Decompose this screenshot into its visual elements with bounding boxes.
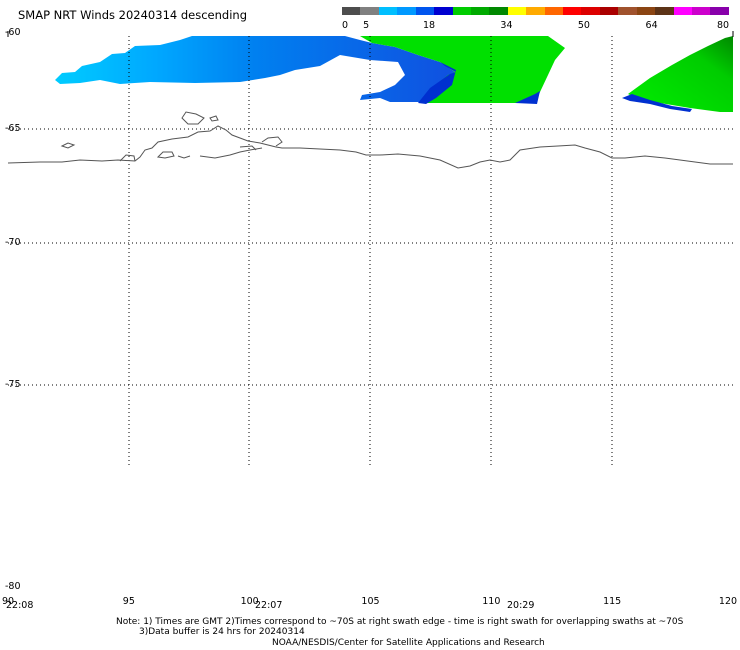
antarctic-coastline	[7, 111, 733, 169]
colorbar-segment	[581, 7, 600, 15]
colorbar-segment	[526, 7, 545, 15]
colorbar-segment	[599, 7, 619, 15]
swath-time-3: 20:29	[507, 600, 535, 611]
colorbar-tick-label: 18	[423, 20, 436, 31]
colorbar-segment	[378, 7, 398, 15]
colorbar-tick-label: 80	[716, 20, 730, 31]
colorbar-segment	[692, 7, 711, 15]
colorbar-segment	[507, 7, 527, 15]
colorbar-segment	[636, 7, 656, 15]
wind-swath-blue-edge-2	[515, 91, 540, 104]
colorbar-segment	[342, 7, 361, 15]
colorbar-tick-label: 64	[645, 20, 658, 31]
colorbar-tick-label: 0	[341, 20, 349, 31]
latitude-label: -80	[5, 581, 21, 592]
latitude-label: -75	[5, 379, 21, 390]
colorbar-segment	[360, 7, 379, 15]
note-line-2: 3)Data buffer is 24 hrs for 20240314	[139, 627, 305, 637]
longitude-label: 100	[240, 596, 259, 607]
colorbar-segment	[673, 7, 693, 15]
wind-swath-green-right	[628, 36, 733, 112]
colorbar-segment	[655, 7, 674, 15]
swath-time-1: 22:08	[6, 600, 34, 611]
lat-lon-grid	[8, 36, 733, 465]
longitude-label: 110	[482, 596, 501, 607]
wind-swath-blue-right-edge	[622, 94, 692, 112]
longitude-label: 105	[361, 596, 380, 607]
wind-swath-green-left	[360, 36, 565, 103]
wind-swath-blue	[55, 36, 455, 102]
colorbar-segment	[710, 7, 729, 15]
longitude-label: 95	[122, 596, 135, 607]
wind-swath-blue-edge	[418, 62, 456, 104]
longitude-label: 90	[1, 596, 15, 607]
latitude-label: -65	[5, 123, 21, 134]
latitude-label: -60	[5, 27, 21, 38]
colorbar-segment	[397, 7, 416, 15]
colorbar-segment	[544, 7, 564, 15]
colorbar-tick-label: 50	[577, 20, 590, 31]
colorbar-segment	[434, 7, 453, 15]
latitude-label: -70	[5, 237, 21, 248]
map-title: SMAP NRT Winds 20240314 descending	[18, 8, 247, 22]
colorbar-segment	[563, 7, 582, 15]
credit-line: NOAA/NESDIS/Center for Satellite Applica…	[272, 638, 545, 648]
swath-time-2: 22:07	[255, 600, 283, 611]
wind-speed-colorbar	[342, 7, 729, 15]
colorbar-segment	[452, 7, 471, 15]
colorbar-tick-label: 34	[500, 20, 513, 31]
frame-ticks	[7, 31, 734, 37]
colorbar-segment	[415, 7, 435, 15]
longitude-label: 115	[603, 596, 622, 607]
note-line-1: Note: 1) Times are GMT 2)Times correspon…	[116, 617, 684, 627]
colorbar-segment	[618, 7, 637, 15]
colorbar-segment	[470, 7, 490, 15]
colorbar-tick-label: 5	[363, 20, 370, 31]
longitude-label: 120	[718, 596, 738, 607]
colorbar-segment	[489, 7, 508, 15]
